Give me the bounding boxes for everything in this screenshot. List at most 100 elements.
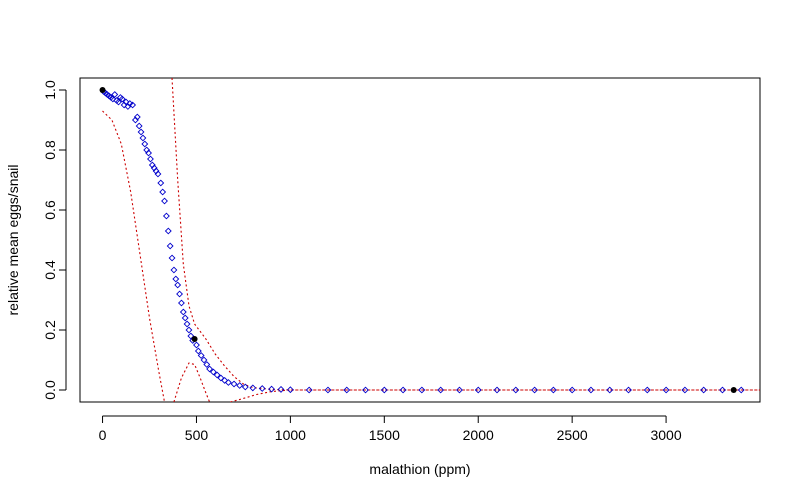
x-tick-label: 2500: [557, 427, 588, 443]
simulated-point: [230, 380, 238, 388]
x-tick-label: 1500: [369, 427, 400, 443]
simulated-point: [268, 385, 276, 393]
simulated-point: [437, 386, 445, 394]
x-tick-label: 0: [99, 427, 107, 443]
simulated-point: [147, 155, 154, 163]
simulated-point: [643, 386, 651, 394]
series-layer: [99, 78, 760, 402]
simulated-point: [111, 91, 119, 98]
simulated-point: [161, 197, 168, 205]
simulated-point: [168, 254, 176, 262]
simulated-point: [139, 134, 147, 142]
simulated-point: [179, 308, 187, 316]
simulated-point: [681, 386, 689, 394]
simulated-point: [131, 116, 139, 124]
y-tick-label: 0.2: [42, 320, 58, 340]
simulated-point: [176, 290, 183, 298]
simulated-point: [456, 386, 463, 394]
simulated-point: [141, 140, 149, 148]
simulated-point: [277, 385, 285, 393]
simulated-point: [197, 352, 205, 359]
simulated-point: [700, 386, 708, 394]
simulated-point: [493, 386, 501, 394]
simulated-point: [183, 320, 191, 328]
simulated-point: [217, 374, 225, 382]
simulated-point: [241, 383, 249, 391]
simulated-point: [170, 266, 178, 274]
simulated-point: [568, 386, 576, 394]
simulated-point: [152, 167, 160, 175]
x-tick-label: 500: [185, 427, 209, 443]
simulated-point: [120, 101, 128, 109]
simulated-point: [159, 188, 167, 196]
simulated-point: [324, 386, 332, 394]
simulated-point: [474, 386, 482, 394]
simulated-point: [305, 386, 313, 394]
y-axis: 0.0 0.2 0.4 0.6 0.8 1.0: [42, 80, 67, 400]
simulated-point: [531, 386, 539, 394]
simulated-point: [203, 361, 211, 368]
simulated-point: [109, 95, 117, 103]
simulated-point: [164, 227, 172, 235]
simulated-point: [181, 314, 189, 322]
simulated-point: [143, 146, 151, 154]
simulated-point: [129, 101, 137, 109]
observed-point: [730, 387, 737, 393]
simulated-point: [249, 384, 257, 392]
x-axis-label: malathion (ppm): [369, 461, 470, 477]
simulated-point: [549, 386, 557, 394]
simulated-point: [187, 332, 195, 340]
simulated-point: [200, 356, 208, 364]
simulated-point: [258, 385, 266, 392]
simulated-point: [157, 179, 165, 187]
y-axis-label: relative mean eggs/snail: [5, 165, 21, 316]
simulated-point: [224, 379, 232, 386]
lower-bound-line: [102, 110, 166, 402]
simulated-point: [150, 164, 158, 172]
simulated-point: [133, 113, 141, 121]
simulated-point: [362, 386, 369, 394]
x-tick-label: 2000: [463, 427, 494, 443]
y-tick-label: 1.0: [42, 80, 58, 100]
simulated-point: [135, 122, 143, 130]
simulated-point: [213, 371, 221, 379]
simulated-point: [193, 341, 200, 349]
simulated-point: [737, 386, 745, 394]
simulated-point: [162, 212, 170, 220]
simulated-point: [137, 128, 145, 136]
simulated-point: [118, 95, 126, 103]
upper-bound-line: [171, 78, 760, 391]
simulated-point: [148, 161, 156, 169]
simulated-point: [154, 170, 162, 178]
simulated-point: [145, 149, 153, 157]
simulated-point: [177, 299, 185, 307]
simulated-point: [209, 368, 217, 376]
y-tick-label: 0.8: [42, 140, 58, 160]
simulated-point: [399, 386, 407, 394]
simulated-point: [122, 98, 130, 106]
simulated-point: [380, 386, 388, 394]
simulated-point: [221, 376, 229, 384]
x-tick-label: 1000: [275, 427, 306, 443]
simulated-point: [185, 326, 193, 334]
simulated-point: [115, 98, 122, 106]
observed-point: [99, 87, 106, 93]
simulated-point: [343, 386, 351, 394]
simulated-point: [206, 365, 214, 373]
lower-bound-hump-line: [173, 362, 211, 402]
simulated-point: [174, 281, 182, 289]
simulated-point: [166, 242, 174, 250]
simulated-point: [172, 275, 180, 283]
simulated-point: [606, 386, 614, 394]
simulated-point: [286, 386, 294, 394]
y-tick-label: 0.4: [42, 260, 58, 280]
y-tick-label: 0.6: [42, 200, 58, 220]
simulated-point: [587, 386, 595, 394]
simulated-point: [194, 347, 202, 355]
simulated-point: [512, 386, 520, 394]
simulated-point: [625, 386, 632, 394]
observed-point: [191, 336, 198, 342]
plot-frame: [79, 77, 761, 403]
x-axis: 0 500 1000 1500 2000 2500 3000: [99, 415, 682, 443]
